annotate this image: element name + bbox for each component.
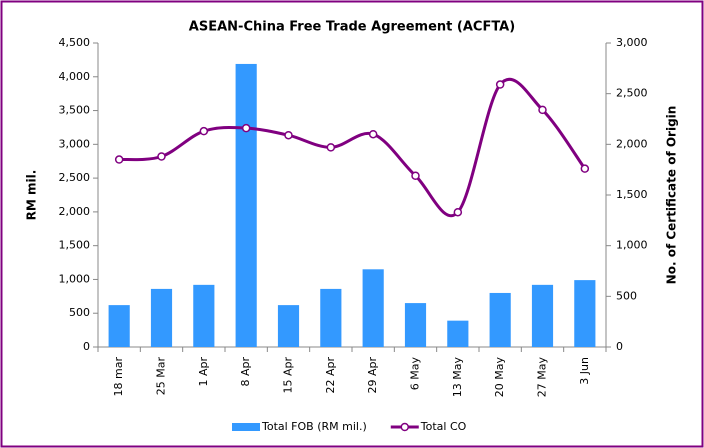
marker bbox=[284, 130, 293, 140]
marker bbox=[538, 105, 547, 115]
marker bbox=[241, 123, 251, 133]
x-tick-label: 20 May bbox=[493, 357, 506, 398]
x-tick-label: 29 Apr bbox=[366, 357, 379, 394]
marker bbox=[199, 126, 209, 136]
bar bbox=[574, 280, 596, 347]
x-tick-label: 3 Jun bbox=[578, 357, 591, 385]
y2-tick-label: 500 bbox=[616, 289, 637, 302]
x-tick-label: 22 Apr bbox=[324, 357, 337, 394]
y-tick-label: 3,000 bbox=[59, 137, 91, 150]
marker bbox=[326, 143, 336, 152]
y-tick-label: 500 bbox=[69, 306, 90, 319]
x-tick-label: 1 Apr bbox=[197, 357, 210, 387]
legend-label: Total FOB (RM mil.) bbox=[261, 420, 367, 433]
x-tick-label: 25 Mar bbox=[155, 357, 168, 396]
bar bbox=[404, 303, 427, 347]
y2-tick-label: 3,000 bbox=[616, 36, 648, 49]
legend-swatch bbox=[232, 423, 260, 431]
bar bbox=[362, 269, 384, 347]
y2-tick-label: 1,000 bbox=[616, 239, 648, 252]
bar bbox=[447, 320, 469, 347]
x-tick-label: 27 May bbox=[536, 357, 549, 398]
bar bbox=[150, 288, 173, 347]
marker bbox=[114, 155, 124, 164]
legend-label: Total CO bbox=[420, 420, 467, 433]
y-tick-label: 2,000 bbox=[59, 205, 91, 218]
bar bbox=[108, 305, 130, 347]
marker bbox=[157, 152, 166, 161]
y2-tick-label: 2,000 bbox=[616, 137, 648, 150]
y-tick-label: 0 bbox=[83, 340, 90, 353]
bar bbox=[531, 284, 554, 347]
y-tick-label: 1,000 bbox=[59, 272, 91, 285]
y-tick-label: 3,500 bbox=[59, 104, 91, 117]
x-tick-label: 6 May bbox=[409, 357, 422, 391]
y-axis-title: RM mil. bbox=[25, 170, 39, 221]
x-tick-label: 15 Apr bbox=[282, 357, 295, 394]
y2-tick-label: 1,500 bbox=[616, 188, 648, 201]
marker bbox=[580, 164, 590, 173]
x-tick-label: 18 mar bbox=[112, 357, 125, 397]
marker bbox=[411, 171, 420, 180]
x-tick-label: 8 Apr bbox=[239, 357, 252, 387]
x-tick-label: 13 May bbox=[451, 357, 464, 398]
y-tick-label: 4,000 bbox=[59, 70, 91, 83]
y2-axis-title: No. of Certificate of Origin bbox=[665, 106, 679, 285]
marker bbox=[368, 129, 378, 139]
y-tick-label: 2,500 bbox=[59, 171, 91, 184]
y2-tick-label: 2,500 bbox=[616, 87, 648, 100]
bar bbox=[193, 284, 215, 347]
chart-title: ASEAN-China Free Trade Agreement (ACFTA) bbox=[189, 20, 515, 35]
marker bbox=[453, 207, 463, 217]
y-tick-label: 4,500 bbox=[59, 36, 91, 49]
legend-marker bbox=[400, 422, 410, 432]
bar bbox=[277, 305, 300, 347]
y-tick-label: 1,500 bbox=[59, 239, 91, 252]
marker bbox=[495, 80, 505, 89]
bar bbox=[320, 288, 342, 347]
bar bbox=[489, 292, 511, 347]
y2-tick-label: 0 bbox=[616, 340, 623, 353]
bar bbox=[235, 63, 257, 347]
